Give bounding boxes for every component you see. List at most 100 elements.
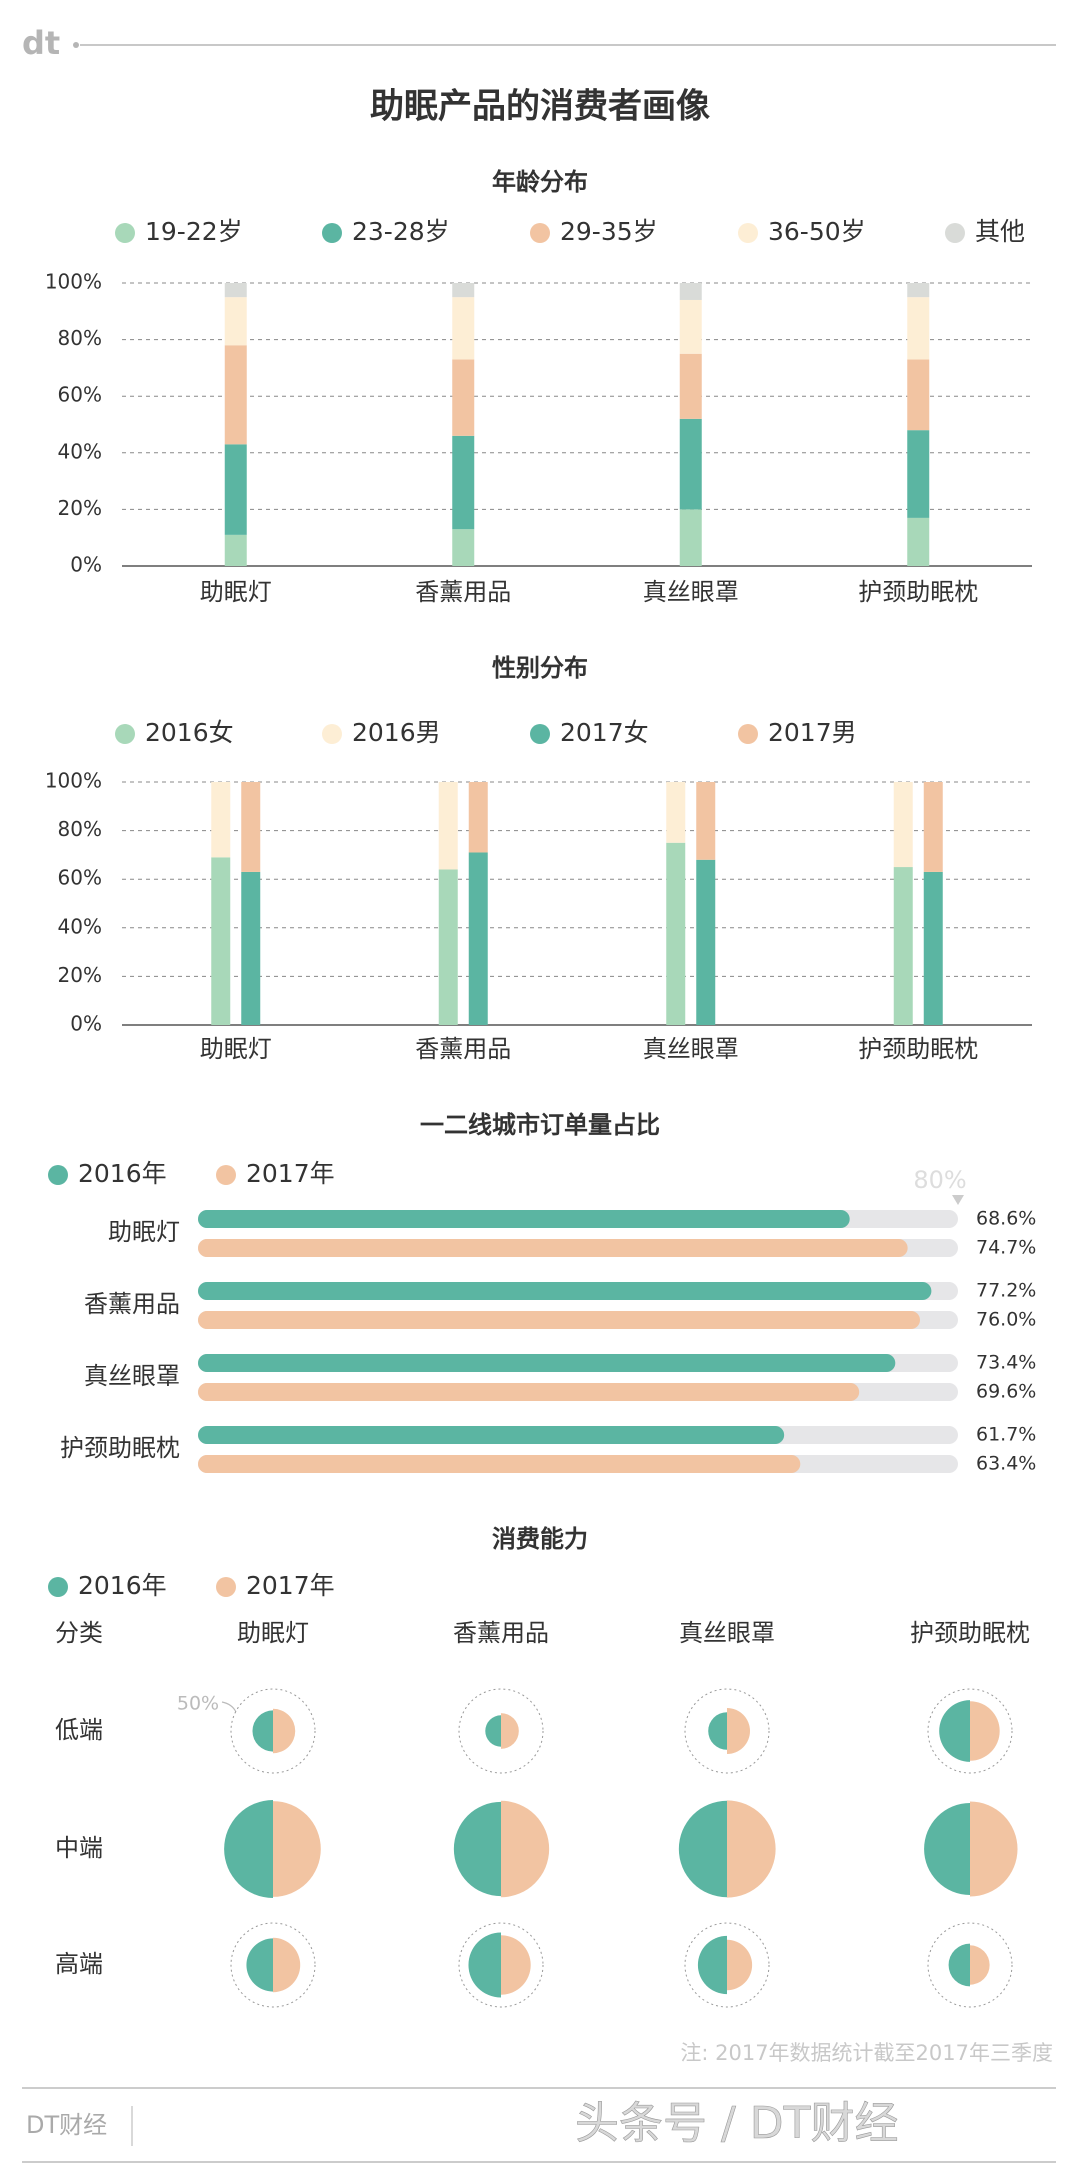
legend-label: 2017女 xyxy=(560,718,649,747)
x-tick-label: 真丝眼罩 xyxy=(643,578,739,606)
half-circle xyxy=(453,1801,501,1897)
bar-segment xyxy=(452,359,475,436)
legend-label: 2017年 xyxy=(246,1571,335,1600)
half-circle xyxy=(948,1943,970,1987)
value-label: 68.6% xyxy=(976,1208,1036,1230)
half-circle xyxy=(224,1800,273,1898)
half-circle xyxy=(970,1945,990,1985)
x-tick-label: 助眠灯 xyxy=(200,578,272,606)
legend-swatch xyxy=(530,223,550,243)
value-label: 77.2% xyxy=(976,1280,1036,1302)
bar-segment xyxy=(452,435,475,530)
reference-circle xyxy=(684,1922,770,2008)
half-circle xyxy=(678,1800,727,1898)
half-circle xyxy=(727,1939,753,1991)
value-label: 69.6% xyxy=(976,1381,1036,1403)
x-tick-label: 护颈助眠枕 xyxy=(858,1035,978,1063)
half-circle xyxy=(485,1715,501,1747)
bar-segment xyxy=(468,852,488,1025)
half-circle xyxy=(252,1710,273,1752)
half-circle xyxy=(501,1713,519,1749)
x-tick-label: 80% xyxy=(913,1166,966,1194)
bar-segment xyxy=(696,782,716,860)
bar-segment xyxy=(438,869,458,1025)
legend-label: 2016年 xyxy=(78,1159,167,1188)
watermark: 头条号 / DT财经 xyxy=(575,2098,899,2149)
bar-segment xyxy=(438,782,458,870)
half-circle xyxy=(970,1801,1018,1897)
bar-segment xyxy=(666,842,686,1025)
bar-segment xyxy=(893,867,913,1025)
bar-segment xyxy=(224,283,247,298)
logo-dot xyxy=(73,42,79,48)
y-tick-label: 0% xyxy=(70,553,102,577)
bar-segment xyxy=(679,509,702,566)
bar xyxy=(198,1210,850,1228)
legend-label: 2017年 xyxy=(246,1159,335,1188)
bar-segment xyxy=(893,782,913,868)
legend-swatch xyxy=(530,724,550,744)
reference-circle xyxy=(458,1922,544,2008)
legend-swatch xyxy=(115,223,135,243)
bar-segment xyxy=(224,297,247,346)
column-header: 真丝眼罩 xyxy=(679,1619,775,1647)
logo: dt xyxy=(22,24,60,62)
legend-label: 2017男 xyxy=(768,718,857,747)
bar-segment xyxy=(679,353,702,419)
row-label: 低端 xyxy=(55,1716,103,1744)
y-tick-label: 40% xyxy=(58,914,102,938)
half-circle xyxy=(273,1937,301,1993)
half-circle xyxy=(246,1938,273,1992)
legend-swatch xyxy=(48,1577,68,1597)
bar-segment xyxy=(468,782,488,853)
value-label: 74.7% xyxy=(976,1237,1036,1259)
half-circle xyxy=(939,1700,970,1762)
column-header: 香薰用品 xyxy=(453,1619,549,1647)
bar-segment xyxy=(211,782,231,858)
y-tick-label: 80% xyxy=(58,326,102,350)
half-circle xyxy=(924,1802,970,1896)
value-label: 76.0% xyxy=(976,1309,1036,1331)
legend-label: 其他 xyxy=(975,217,1025,246)
bar xyxy=(198,1239,908,1257)
legend-swatch xyxy=(945,223,965,243)
bar-segment xyxy=(224,345,247,445)
x-tick-label: 助眠灯 xyxy=(200,1035,272,1063)
chart-title: 消费能力 xyxy=(492,1525,588,1553)
chart-title: 一二线城市订单量占比 xyxy=(420,1111,660,1139)
column-header: 护颈助眠枕 xyxy=(910,1619,1030,1647)
half-circle xyxy=(501,1800,550,1898)
bar-segment xyxy=(241,871,261,1025)
bar xyxy=(198,1426,785,1444)
bar-segment xyxy=(679,283,702,300)
x-tick-label: 香薰用品 xyxy=(415,578,511,606)
value-label: 63.4% xyxy=(976,1453,1036,1475)
y-tick-label: 20% xyxy=(58,963,102,987)
half-circle xyxy=(970,1701,1000,1761)
y-tick-label: 20% xyxy=(58,496,102,520)
chart-title: 年龄分布 xyxy=(492,168,588,196)
reference-circle xyxy=(230,1688,316,1774)
bar-segment xyxy=(211,857,231,1025)
bar-segment xyxy=(923,782,943,872)
legend-label: 23-28岁 xyxy=(352,217,450,246)
y-tick-label: 40% xyxy=(58,439,102,463)
half-circle xyxy=(727,1707,751,1755)
y-tick-label: 60% xyxy=(58,866,102,890)
legend-label: 2016年 xyxy=(78,1571,167,1600)
y-tick-label: 80% xyxy=(58,817,102,841)
category-label: 真丝眼罩 xyxy=(84,1362,180,1390)
legend-swatch xyxy=(115,724,135,744)
reference-label: 50% xyxy=(177,1693,219,1715)
bar-segment xyxy=(666,782,686,843)
bar-segment xyxy=(452,297,475,360)
legend-swatch xyxy=(216,1165,236,1185)
bar-segment xyxy=(907,517,930,566)
bar-segment xyxy=(679,299,702,354)
column-header: 助眠灯 xyxy=(237,1619,309,1647)
bar-segment xyxy=(224,534,247,566)
bar-segment xyxy=(907,297,930,360)
reference-pointer xyxy=(221,1701,237,1713)
category-label: 香薰用品 xyxy=(84,1290,180,1318)
